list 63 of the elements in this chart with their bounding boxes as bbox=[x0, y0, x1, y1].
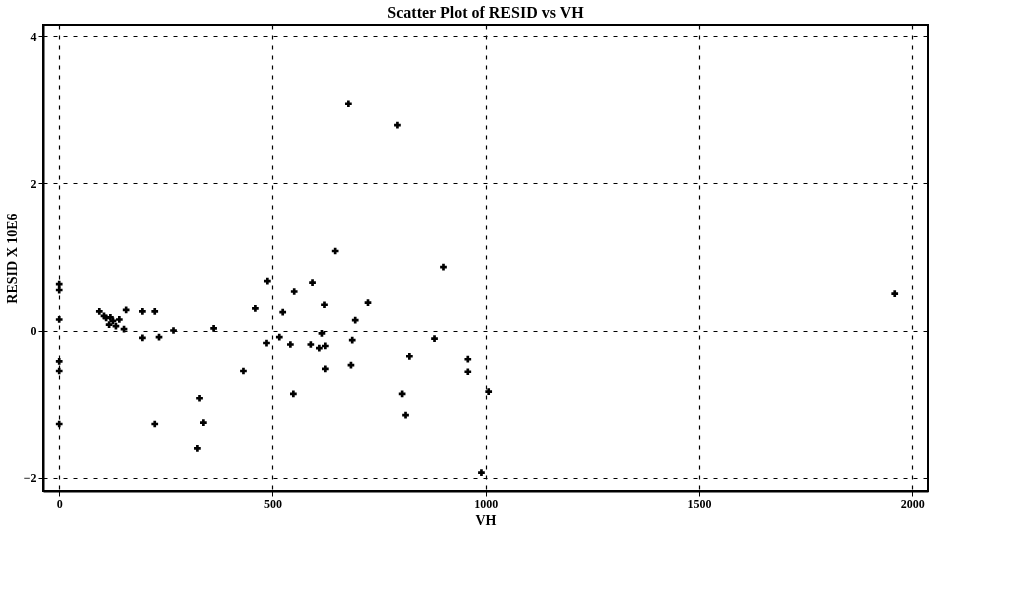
point bbox=[318, 330, 326, 337]
point bbox=[55, 367, 63, 375]
point bbox=[478, 469, 485, 476]
point bbox=[485, 388, 493, 395]
point bbox=[210, 324, 217, 332]
point bbox=[364, 299, 372, 306]
x-tick-label: 2000 bbox=[900, 496, 925, 511]
y-tick-label: 2 bbox=[30, 176, 37, 191]
point bbox=[122, 306, 130, 314]
point bbox=[263, 339, 270, 347]
point bbox=[345, 100, 352, 108]
point bbox=[55, 286, 63, 294]
point bbox=[394, 121, 401, 129]
point bbox=[287, 341, 294, 348]
point bbox=[151, 420, 159, 428]
x-tick-label: 0 bbox=[56, 496, 63, 511]
point bbox=[290, 390, 297, 398]
chart-title: Scatter Plot of RESID vs VH bbox=[387, 4, 585, 21]
point bbox=[151, 308, 159, 315]
point bbox=[351, 316, 359, 324]
y-tick-label: 0 bbox=[30, 324, 37, 339]
y-axis-title: RESID X 10E6 bbox=[4, 213, 20, 304]
point bbox=[170, 327, 177, 334]
point bbox=[194, 444, 201, 452]
point bbox=[321, 342, 329, 350]
point bbox=[891, 290, 899, 298]
point bbox=[107, 313, 114, 321]
point bbox=[402, 411, 409, 419]
point bbox=[55, 358, 63, 365]
point bbox=[398, 390, 406, 398]
point bbox=[139, 308, 146, 315]
point bbox=[309, 279, 316, 287]
point bbox=[55, 420, 63, 428]
point bbox=[406, 352, 413, 360]
x-tick-label: 1500 bbox=[687, 496, 712, 511]
x-tick-label: 500 bbox=[263, 496, 282, 511]
y-tick-label: 4 bbox=[30, 29, 37, 44]
point bbox=[431, 335, 438, 342]
point bbox=[321, 301, 328, 309]
point bbox=[240, 367, 247, 375]
point bbox=[139, 334, 146, 342]
x-axis-title: VH bbox=[475, 512, 497, 528]
point bbox=[316, 344, 323, 352]
point bbox=[464, 368, 472, 376]
point bbox=[275, 333, 283, 341]
point bbox=[200, 419, 207, 426]
point bbox=[440, 263, 447, 271]
point bbox=[348, 336, 356, 344]
x-tick-label: 1000 bbox=[474, 496, 499, 511]
point bbox=[290, 288, 298, 295]
y-tick-label: −2 bbox=[23, 471, 37, 486]
point bbox=[95, 308, 103, 315]
point bbox=[115, 316, 123, 323]
point bbox=[307, 341, 315, 348]
point bbox=[464, 355, 472, 363]
point bbox=[196, 394, 203, 402]
point bbox=[55, 316, 63, 323]
point bbox=[252, 305, 259, 312]
point bbox=[55, 280, 63, 288]
point bbox=[321, 365, 329, 373]
point bbox=[279, 308, 287, 316]
point bbox=[263, 277, 271, 285]
point bbox=[105, 321, 113, 328]
